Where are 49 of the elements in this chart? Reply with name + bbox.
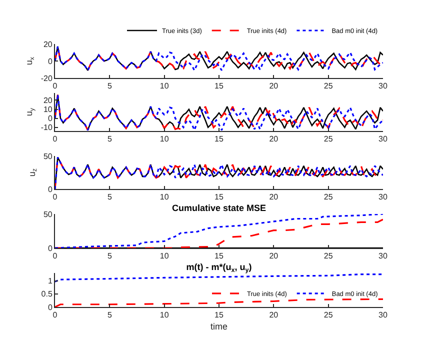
y-tick-label: 0.5 bbox=[41, 290, 53, 299]
x-tick-label: 5 bbox=[107, 134, 112, 144]
line-series bbox=[55, 156, 383, 189]
y-tick-label: 50 bbox=[43, 152, 53, 161]
x-tick-label: 25 bbox=[324, 252, 334, 261]
x-tick-label: 5 bbox=[107, 252, 112, 261]
x-tick-label: 25 bbox=[324, 192, 334, 202]
y-tick-label: -20 bbox=[40, 74, 53, 83]
x-tick-label: 20 bbox=[269, 134, 279, 144]
y-tick-label: 0 bbox=[48, 244, 53, 253]
x-tick-label: 25 bbox=[324, 82, 334, 91]
y-tick-label: 1 bbox=[48, 276, 53, 286]
x-tick-label: 10 bbox=[160, 134, 170, 144]
x-tick-label: 10 bbox=[160, 192, 170, 202]
y-tick-label: 20 bbox=[43, 96, 53, 106]
x-tick-label: 15 bbox=[214, 310, 224, 320]
x-tick-label: 30 bbox=[378, 252, 388, 261]
x-tick-label: 30 bbox=[378, 134, 388, 144]
x-tick-label: 20 bbox=[269, 252, 279, 261]
chart-title: Cumulative state MSE bbox=[172, 203, 266, 213]
x-tick-label: 15 bbox=[214, 82, 224, 91]
x-tick-label: 5 bbox=[107, 192, 112, 202]
x-axis-title: time bbox=[210, 321, 228, 332]
y-tick-label: 0 bbox=[48, 56, 53, 66]
x-tick-label: 15 bbox=[214, 252, 224, 261]
y-tick-label: 0 bbox=[48, 184, 53, 194]
y-tick-label: 10 bbox=[43, 105, 53, 114]
y-tick-label: 20 bbox=[43, 40, 53, 49]
y-tick-label: 0 bbox=[48, 114, 53, 124]
x-tick-label: 30 bbox=[378, 310, 388, 320]
x-tick-label: 15 bbox=[214, 192, 224, 202]
x-tick-label: 10 bbox=[160, 252, 170, 261]
x-tick-label: 25 bbox=[324, 134, 334, 144]
x-tick-label: 5 bbox=[107, 82, 112, 91]
x-tick-label: 20 bbox=[269, 310, 279, 320]
x-tick-label: 20 bbox=[269, 192, 279, 202]
x-tick-label: 25 bbox=[324, 310, 334, 320]
y-tick-label: 0 bbox=[48, 302, 53, 312]
x-tick-label: 15 bbox=[214, 134, 224, 144]
line-series bbox=[55, 274, 383, 282]
x-tick-label: 30 bbox=[378, 192, 388, 202]
chart-title: m(t) - m*(u$_{x}$, u$_{y}$) bbox=[186, 262, 252, 274]
y-tick-label: 50 bbox=[43, 210, 53, 219]
x-tick-label: 5 bbox=[107, 310, 112, 320]
x-tick-label: 20 bbox=[269, 82, 279, 91]
x-tick-label: 10 bbox=[160, 82, 170, 91]
y-tick-label: -10 bbox=[40, 123, 53, 132]
x-tick-label: 10 bbox=[160, 310, 170, 320]
x-tick-label: 30 bbox=[378, 82, 388, 91]
